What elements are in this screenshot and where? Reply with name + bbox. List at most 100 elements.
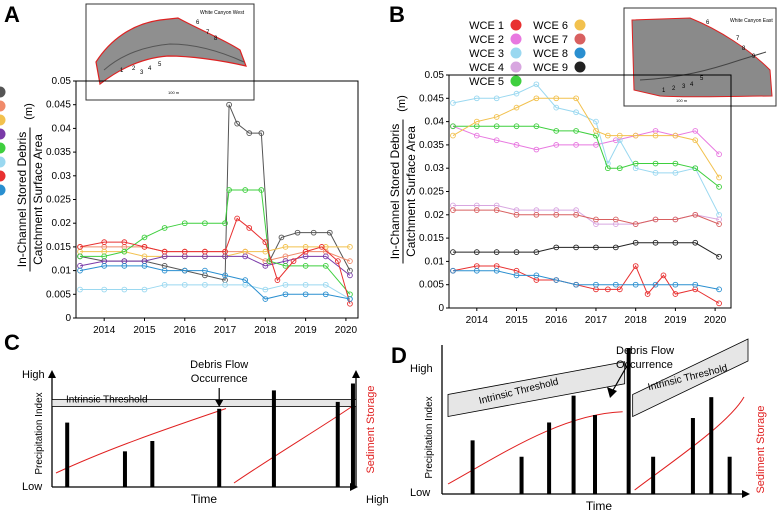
schematic-d: Intrinsic Threshold Intrinsic ThresholdDe… xyxy=(410,338,767,513)
data-point xyxy=(493,114,500,120)
legend-entry: WCE 2 xyxy=(469,33,522,46)
y2-axis-title: Sediment Storage xyxy=(755,405,767,493)
x-tick-label: 2016 xyxy=(545,315,568,326)
data-point xyxy=(262,239,269,246)
y-tick-label: 0.035 xyxy=(46,147,71,158)
data-point xyxy=(716,174,722,181)
series-wcw-1 xyxy=(77,101,353,283)
series-wce-8 xyxy=(450,267,722,293)
data-point xyxy=(652,216,659,223)
x-axis-title: Time xyxy=(586,499,613,513)
data-point xyxy=(262,248,269,255)
inset-number: 4 xyxy=(148,66,152,72)
data-point xyxy=(672,132,679,139)
data-point xyxy=(101,239,108,246)
threshold-label: Intrinsic Threshold xyxy=(66,395,148,406)
x-tick-label: 2018 xyxy=(625,315,648,326)
data-point xyxy=(553,142,560,148)
data-point xyxy=(573,244,579,251)
y-axis-title-line1: In-Channel Stored Debris xyxy=(388,124,402,259)
legend-entry: WCE 1 xyxy=(469,19,522,32)
inset-title: White Canyon West xyxy=(200,10,245,16)
inset-map-east: White Canyon East 100 m 1 2 3 45 6 789 xyxy=(623,7,777,107)
data-point xyxy=(322,244,329,250)
inset-number: 8 xyxy=(214,36,218,42)
series-line xyxy=(452,125,720,155)
legend-entry: WCW 7 xyxy=(0,170,6,182)
legend-entry: WCE 5 xyxy=(469,75,522,88)
data-point xyxy=(605,286,611,293)
series-line xyxy=(452,242,720,258)
data-point xyxy=(242,187,249,193)
data-point xyxy=(101,286,108,293)
precip-bar xyxy=(470,440,475,494)
data-point xyxy=(672,291,679,297)
y-tick-label: 0.005 xyxy=(419,280,444,291)
panel-c: C Intrinsic Threshold Debris Flow Occurren… xyxy=(4,330,389,506)
data-point xyxy=(101,253,108,260)
data-point xyxy=(202,267,208,274)
data-point xyxy=(493,249,500,255)
data-point xyxy=(302,263,309,269)
legend-swatch xyxy=(510,61,522,73)
y-axis-title: Precipitation Index xyxy=(424,396,435,478)
panel-a-letter: A xyxy=(4,2,20,27)
threshold-band xyxy=(447,361,626,418)
legend-swatch xyxy=(0,142,6,154)
data-point xyxy=(473,95,480,102)
plot-frame xyxy=(75,80,359,319)
data-point xyxy=(513,272,520,279)
data-point xyxy=(652,239,659,246)
data-point xyxy=(347,244,353,250)
data-point xyxy=(473,118,480,125)
legend-entry: WCE 7 xyxy=(533,33,586,46)
data-point xyxy=(513,142,520,148)
data-point xyxy=(632,221,639,227)
data-point xyxy=(161,267,168,274)
y-tick-label: 0.035 xyxy=(419,140,444,151)
data-point xyxy=(262,263,269,269)
data-point xyxy=(513,249,520,255)
data-point xyxy=(121,248,128,255)
data-point xyxy=(121,239,128,246)
x-tick-label: 2014 xyxy=(93,325,116,336)
data-point xyxy=(612,244,619,251)
data-point xyxy=(141,263,148,269)
data-point xyxy=(450,123,456,130)
series-wcw-4 xyxy=(77,253,353,279)
event-label-line1: Debris Flow xyxy=(616,345,674,357)
chart-b: 0 0.005 0.01 0.015 0.02 0.025 0.03 0.035 0.04 0.0… xyxy=(388,19,732,326)
data-point xyxy=(716,286,722,293)
plot-frame xyxy=(448,74,732,309)
data-point xyxy=(473,207,480,213)
panel-b-letter: B xyxy=(389,2,405,27)
legend-swatch xyxy=(0,156,6,168)
data-point xyxy=(573,128,579,134)
inset-number: 5 xyxy=(700,76,704,82)
legend-entry: WCE 3 xyxy=(469,47,522,60)
legend-swatch xyxy=(0,184,6,196)
legend-swatch xyxy=(0,128,6,140)
y-tick-label: 0.025 xyxy=(46,195,71,206)
legend-swatch xyxy=(510,33,522,45)
data-point xyxy=(222,248,228,255)
precip-bar xyxy=(651,456,656,494)
precip-bar xyxy=(626,348,631,494)
data-point xyxy=(246,225,253,231)
data-point xyxy=(322,263,329,269)
data-point xyxy=(322,281,329,288)
data-point xyxy=(322,291,329,298)
data-point xyxy=(672,239,679,246)
data-point xyxy=(493,207,500,213)
data-point xyxy=(533,123,540,130)
data-point xyxy=(652,170,659,176)
y-tick-label: 0.015 xyxy=(46,242,71,253)
data-point xyxy=(616,165,623,172)
data-point xyxy=(141,286,148,293)
x-tick-label: 2020 xyxy=(704,315,727,326)
series-line xyxy=(452,97,720,178)
data-point xyxy=(533,249,540,255)
data-point xyxy=(242,277,249,283)
legend-swatch xyxy=(574,61,586,73)
